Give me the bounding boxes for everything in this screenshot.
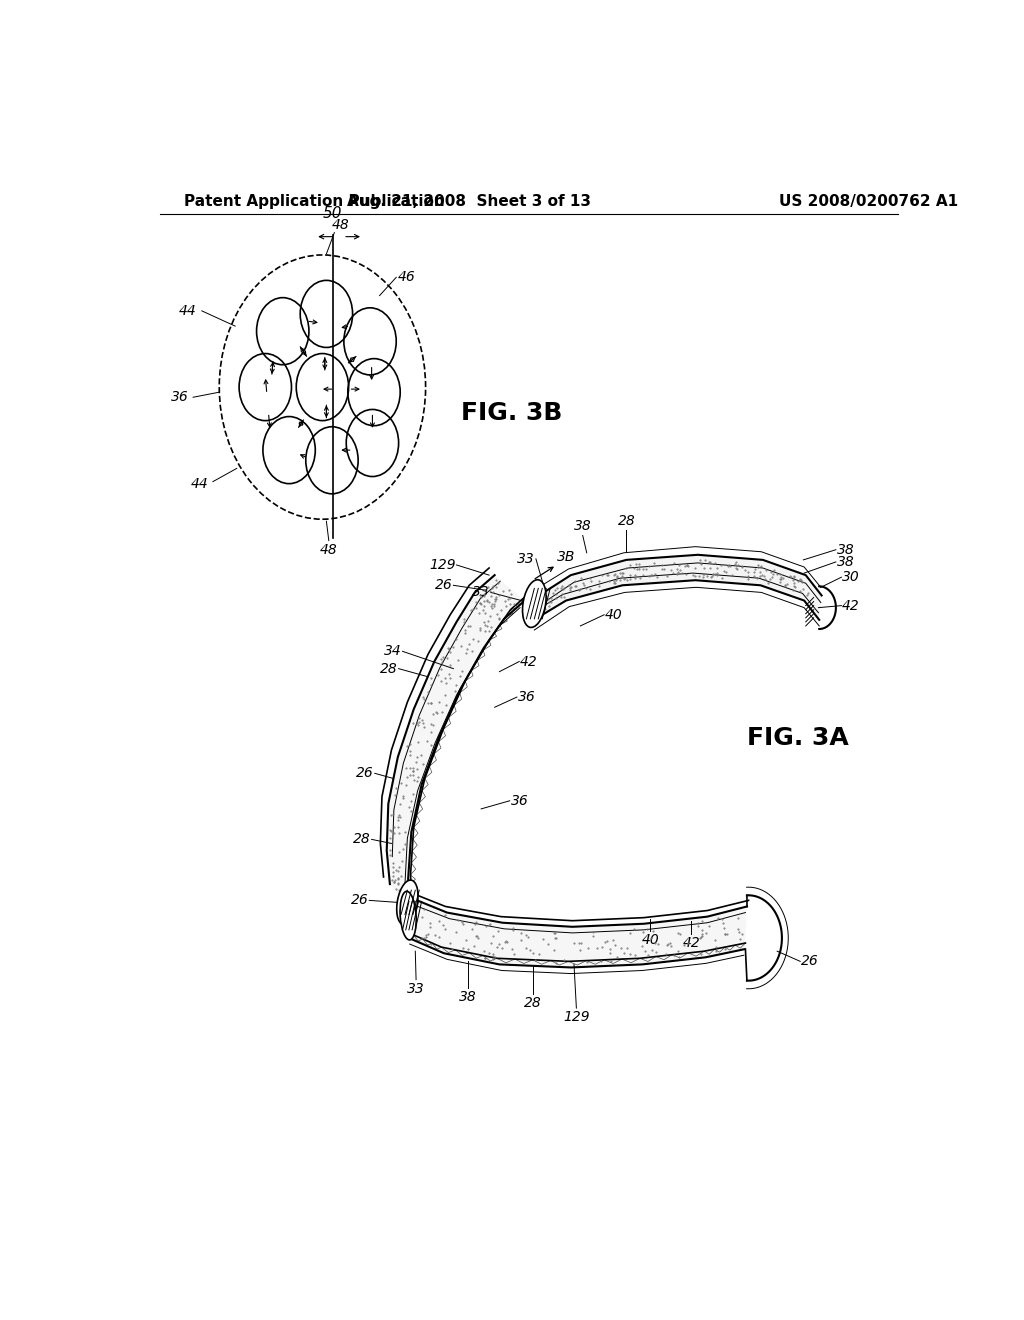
Text: 50: 50 <box>323 206 342 222</box>
Text: 44: 44 <box>178 304 197 318</box>
Text: 26: 26 <box>435 578 453 593</box>
Text: 46: 46 <box>397 271 416 284</box>
Text: 28: 28 <box>353 833 371 846</box>
Text: 28: 28 <box>617 515 635 528</box>
Ellipse shape <box>522 579 546 627</box>
Text: FIG. 3A: FIG. 3A <box>748 726 849 750</box>
Text: 40: 40 <box>605 607 623 622</box>
Text: 38: 38 <box>573 520 592 533</box>
Text: 30: 30 <box>842 570 860 585</box>
Text: 42: 42 <box>520 655 538 668</box>
Text: 36: 36 <box>171 391 188 404</box>
Polygon shape <box>527 554 821 624</box>
Text: 129: 129 <box>429 558 456 572</box>
Text: 26: 26 <box>350 894 369 907</box>
Text: 38: 38 <box>837 543 854 557</box>
Text: 33: 33 <box>472 585 489 599</box>
Text: US 2008/0200762 A1: US 2008/0200762 A1 <box>778 194 957 209</box>
Text: 3B: 3B <box>557 550 574 564</box>
Text: 38: 38 <box>459 990 476 1003</box>
Text: 44: 44 <box>190 477 208 491</box>
Text: 26: 26 <box>356 767 374 780</box>
Text: 38: 38 <box>837 554 854 569</box>
Text: 28: 28 <box>524 995 542 1010</box>
Text: 42: 42 <box>683 936 700 950</box>
Text: 34: 34 <box>384 644 401 659</box>
Polygon shape <box>407 899 748 968</box>
Polygon shape <box>387 576 524 912</box>
Text: 36: 36 <box>511 793 528 808</box>
Text: 36: 36 <box>518 690 536 704</box>
Text: 26: 26 <box>801 954 819 969</box>
Text: 42: 42 <box>842 598 860 612</box>
Text: Patent Application Publication: Patent Application Publication <box>183 194 444 209</box>
Text: 48: 48 <box>319 543 338 557</box>
Text: 40: 40 <box>641 933 659 946</box>
Text: 33: 33 <box>408 982 425 995</box>
Text: 48: 48 <box>332 218 350 231</box>
Ellipse shape <box>400 891 416 940</box>
Text: FIG. 3B: FIG. 3B <box>461 400 562 425</box>
Text: 33: 33 <box>517 552 536 566</box>
Text: 129: 129 <box>563 1010 590 1024</box>
Text: Aug. 21, 2008  Sheet 3 of 13: Aug. 21, 2008 Sheet 3 of 13 <box>347 194 591 209</box>
Ellipse shape <box>396 880 418 925</box>
Text: 28: 28 <box>380 661 397 676</box>
